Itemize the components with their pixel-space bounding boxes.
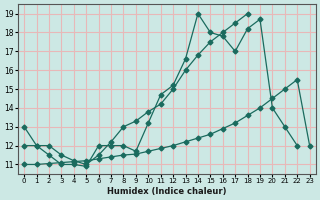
X-axis label: Humidex (Indice chaleur): Humidex (Indice chaleur) [107, 187, 227, 196]
